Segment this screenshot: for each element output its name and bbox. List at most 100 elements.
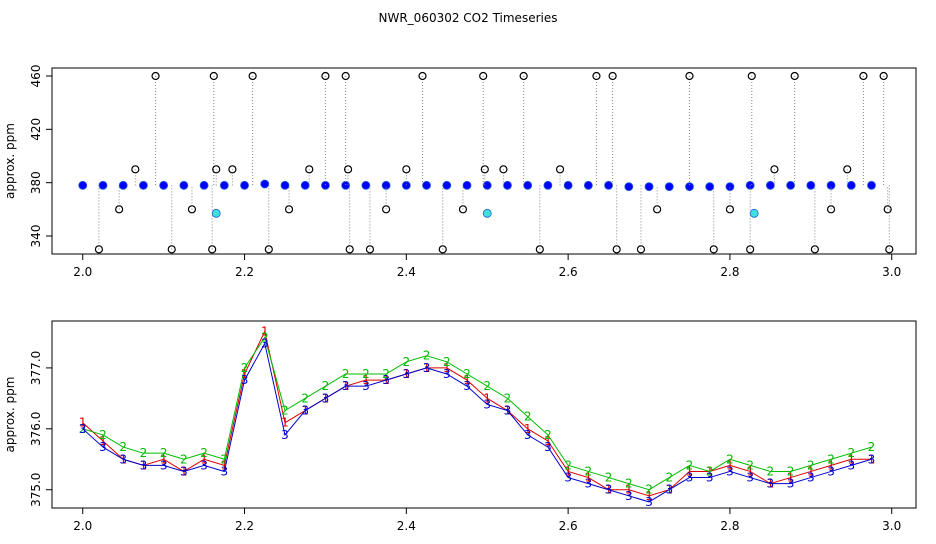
point <box>78 180 88 190</box>
outlier-point <box>810 245 819 254</box>
symbol-point: 1 <box>443 361 451 375</box>
symbol-point: 2 <box>706 464 714 478</box>
symbol-point: 3 <box>787 477 795 491</box>
symbol-point: 3 <box>726 464 734 478</box>
outlier-point <box>480 165 489 174</box>
symbol-point: 1 <box>544 434 552 448</box>
outlier-point <box>843 165 852 174</box>
chart-title: NWR_060302 CO2 Timeseries <box>379 11 558 25</box>
symbol-point: 2 <box>463 367 471 381</box>
outlier-point <box>555 165 565 174</box>
symbol-point: 2 <box>220 452 228 466</box>
outlier-point <box>612 245 621 254</box>
outlier-point <box>770 165 779 174</box>
symbol-point: 2 <box>180 452 188 466</box>
symbol-point: 3 <box>706 471 714 485</box>
symbol-point: 3 <box>827 464 835 478</box>
x-tick-label: 3.0 <box>882 519 901 533</box>
point <box>98 180 108 190</box>
point <box>482 180 492 190</box>
x-tick-label: 2.0 <box>73 265 92 279</box>
outlier-point <box>345 245 354 254</box>
symbol-point: 3 <box>443 367 451 381</box>
x-tick-label: 2.0 <box>73 519 92 533</box>
outlier-point <box>402 165 411 174</box>
outlier-point <box>859 71 868 81</box>
outlier-point <box>212 165 221 174</box>
symbol-point: 2 <box>827 452 835 466</box>
symbol-point: 3 <box>665 483 673 497</box>
symbol-point: 2 <box>342 367 350 381</box>
symbol-point: 3 <box>524 428 532 442</box>
symbol-point: 2 <box>504 391 512 405</box>
outlier-point <box>826 205 836 214</box>
symbol-point: 1 <box>463 373 471 387</box>
symbol-point: 2 <box>625 477 633 491</box>
point <box>644 182 654 192</box>
outlier-point <box>208 245 217 254</box>
symbol-point: 3 <box>382 373 390 387</box>
point <box>211 208 221 218</box>
y-tick-label: 376.0 <box>29 412 43 446</box>
x-tick-label: 2.4 <box>397 519 416 533</box>
symbol-point: 2 <box>564 458 572 472</box>
symbol-point: 3 <box>220 464 228 478</box>
symbol-point: 2 <box>726 452 734 466</box>
point <box>523 180 533 190</box>
point <box>361 180 371 190</box>
y-axis-label: approx. ppm <box>3 377 17 453</box>
symbol-point: 2 <box>261 330 269 344</box>
symbol-point: 2 <box>847 446 855 460</box>
outlier-point <box>382 205 391 214</box>
y-tick-label: 460 <box>29 65 43 88</box>
symbol-point: 2 <box>241 361 249 375</box>
point <box>118 180 128 190</box>
outlier-point <box>151 71 160 81</box>
series-line <box>82 342 872 503</box>
outlier-point <box>365 245 375 254</box>
point <box>806 180 816 190</box>
point <box>685 182 694 192</box>
symbol-point: 2 <box>686 458 694 472</box>
symbol-point: 3 <box>463 379 471 393</box>
symbol-point: 3 <box>423 361 431 375</box>
symbol-point: 3 <box>140 458 148 472</box>
y-tick-label: 420 <box>29 118 43 141</box>
symbol-point: 1 <box>564 464 572 478</box>
point <box>462 180 472 190</box>
outlier-point <box>94 245 104 254</box>
symbol-point: 1 <box>160 452 168 466</box>
series-line <box>82 336 872 491</box>
outlier-point <box>341 71 350 81</box>
y-axis-label: approx. ppm <box>3 123 17 199</box>
outlier-point <box>608 71 617 81</box>
symbol-point: 3 <box>281 428 289 442</box>
outlier-point <box>709 245 718 254</box>
symbol-point: 1 <box>99 434 107 448</box>
symbol-point: 1 <box>585 471 593 485</box>
symbol-point: 3 <box>200 458 208 472</box>
outlier-point <box>167 245 176 254</box>
point <box>826 180 836 190</box>
symbol-point: 3 <box>847 458 855 472</box>
symbol-point: 3 <box>261 337 269 351</box>
y-tick-label: 380 <box>29 171 43 194</box>
symbol-point: 3 <box>767 477 775 491</box>
symbol-point: 2 <box>160 446 168 460</box>
symbol-point: 1 <box>827 458 835 472</box>
point <box>280 180 290 190</box>
point <box>260 179 270 189</box>
symbol-point: 3 <box>504 404 512 418</box>
outlier-point <box>746 245 755 254</box>
symbol-point: 1 <box>807 464 815 478</box>
outlier-point <box>592 71 601 81</box>
symbol-point: 1 <box>847 452 855 466</box>
symbol-point: 2 <box>382 367 390 381</box>
symbol-point: 1 <box>524 422 532 436</box>
outlier-point <box>883 205 892 214</box>
symbol-point: 2 <box>605 471 613 485</box>
plot-frame <box>51 320 917 509</box>
symbol-point: 3 <box>807 471 815 485</box>
symbol-point: 3 <box>342 379 350 393</box>
plot-frame <box>51 67 917 255</box>
